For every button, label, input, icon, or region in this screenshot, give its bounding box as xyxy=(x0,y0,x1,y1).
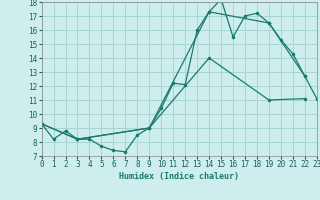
X-axis label: Humidex (Indice chaleur): Humidex (Indice chaleur) xyxy=(119,172,239,181)
